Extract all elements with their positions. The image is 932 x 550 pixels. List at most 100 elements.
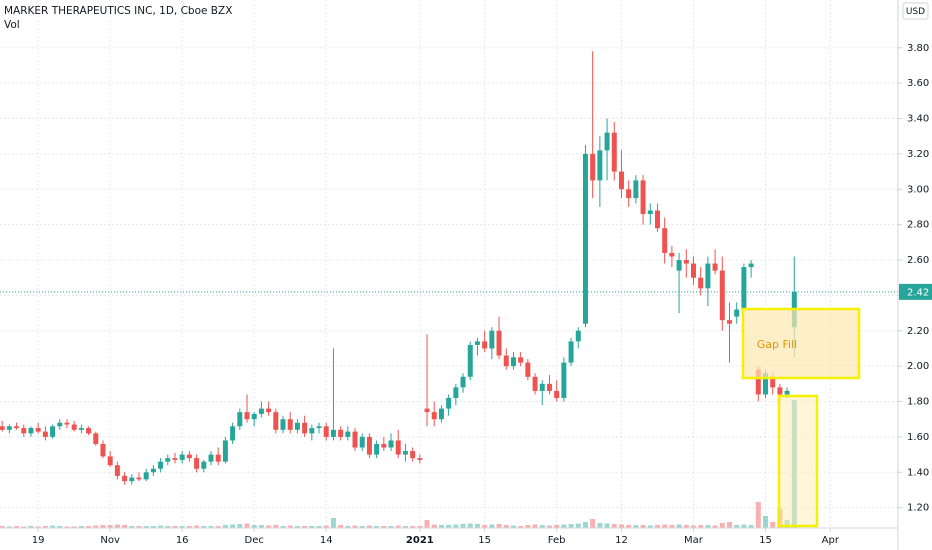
volume-bar: [330, 518, 336, 528]
candle-body: [453, 387, 459, 398]
candle-body: [194, 458, 200, 469]
y-tick-label: 2.60: [907, 255, 929, 266]
volume-bar: [194, 525, 200, 528]
x-tick-label: Mar: [684, 535, 704, 546]
candle-body: [230, 426, 236, 441]
volume-bar: [582, 522, 588, 528]
volume-bar: [597, 523, 603, 528]
volume-bar: [561, 524, 567, 528]
x-tick-label: 14: [320, 535, 333, 546]
candle-body: [222, 440, 228, 462]
volume-bar: [640, 525, 646, 528]
volume-bar: [381, 526, 387, 528]
grid: [0, 0, 898, 528]
candle-body: [122, 475, 128, 482]
volume-bar: [410, 526, 416, 528]
volume-bar: [626, 525, 632, 528]
volume-bar: [294, 526, 300, 528]
volume-bar: [186, 526, 192, 528]
candle-body: [518, 357, 524, 363]
candle-body: [719, 270, 725, 321]
volume-bar: [172, 526, 178, 528]
candle-body: [71, 424, 77, 430]
volume-bar: [158, 525, 164, 528]
candle-body: [366, 436, 372, 455]
candle-body: [316, 426, 322, 429]
volume-bar: [395, 525, 401, 528]
volume-bar: [78, 526, 84, 528]
chart-title: MARKER THERAPEUTICS INC, 1D, Cboe BZX: [4, 5, 232, 17]
volume-bar: [510, 525, 516, 528]
volume-bar: [28, 526, 34, 528]
volume-bar: [71, 526, 77, 528]
volume-bar: [474, 524, 480, 528]
volume-bar: [100, 525, 106, 528]
gap-fill-box: [741, 307, 861, 380]
volume-bar: [604, 523, 610, 528]
last-price-box: [899, 283, 932, 300]
candle-body: [323, 426, 329, 437]
candle-body: [575, 330, 581, 342]
candle-body: [388, 440, 394, 448]
candle-body: [467, 344, 473, 377]
currency-label: USD: [906, 7, 925, 17]
candle-body: [590, 153, 596, 181]
volume-bar: [86, 526, 92, 528]
volume-highlight-box: [777, 394, 819, 528]
volume-bar: [50, 525, 56, 528]
volume-bar: [712, 525, 718, 528]
y-tick-label: 3.40: [907, 114, 929, 125]
x-tick-label: Apr: [822, 535, 840, 546]
candle-body: [352, 431, 358, 448]
candle-body: [741, 267, 747, 310]
volume-bar: [546, 525, 552, 528]
candle-body: [568, 341, 574, 363]
x-tick-label: Dec: [245, 535, 264, 546]
volume-bar: [374, 526, 380, 528]
currency-box: [902, 2, 929, 20]
volume-bar: [734, 525, 740, 528]
volume-bar: [251, 525, 257, 528]
volume-bar: [518, 526, 524, 528]
candle-body: [647, 210, 653, 215]
volume-bar: [42, 526, 48, 528]
volume-bar: [755, 502, 761, 528]
candle-body: [410, 451, 416, 459]
last-price-label: 2.42: [907, 287, 929, 298]
volume-bar: [705, 525, 711, 528]
volume-label: Vol: [4, 19, 20, 31]
volume-bar: [460, 524, 466, 528]
candle-body: [14, 426, 20, 429]
candle-body: [93, 433, 99, 444]
volume-bar: [359, 526, 365, 528]
candle-body: [150, 468, 156, 473]
volume-bar: [237, 524, 243, 528]
candle-body: [395, 440, 401, 455]
candle-body: [6, 426, 12, 430]
candle-body: [35, 428, 41, 432]
volume-bar: [568, 524, 574, 528]
candle-body: [460, 376, 466, 388]
candle-body: [496, 330, 502, 356]
candle-body: [618, 171, 624, 190]
candle-body: [582, 153, 588, 324]
volume-bar: [424, 520, 430, 528]
candle-body: [683, 260, 689, 264]
candle-body: [676, 260, 682, 271]
candle-body: [114, 465, 120, 476]
volume-bar: [6, 526, 12, 528]
candle-body: [474, 341, 480, 345]
volume-bar: [453, 524, 459, 528]
candle-body: [539, 383, 545, 391]
volume-bar: [14, 526, 20, 528]
candle-body: [726, 320, 732, 324]
x-tick-label: Feb: [548, 535, 566, 546]
candle-body: [273, 412, 279, 430]
candle-body: [0, 426, 5, 430]
candle-body: [546, 383, 552, 391]
y-tick-label: 1.60: [907, 432, 929, 443]
candle-body: [532, 376, 538, 391]
candle-body: [86, 428, 92, 434]
candle-body: [554, 390, 560, 398]
volume-bar: [136, 526, 142, 528]
